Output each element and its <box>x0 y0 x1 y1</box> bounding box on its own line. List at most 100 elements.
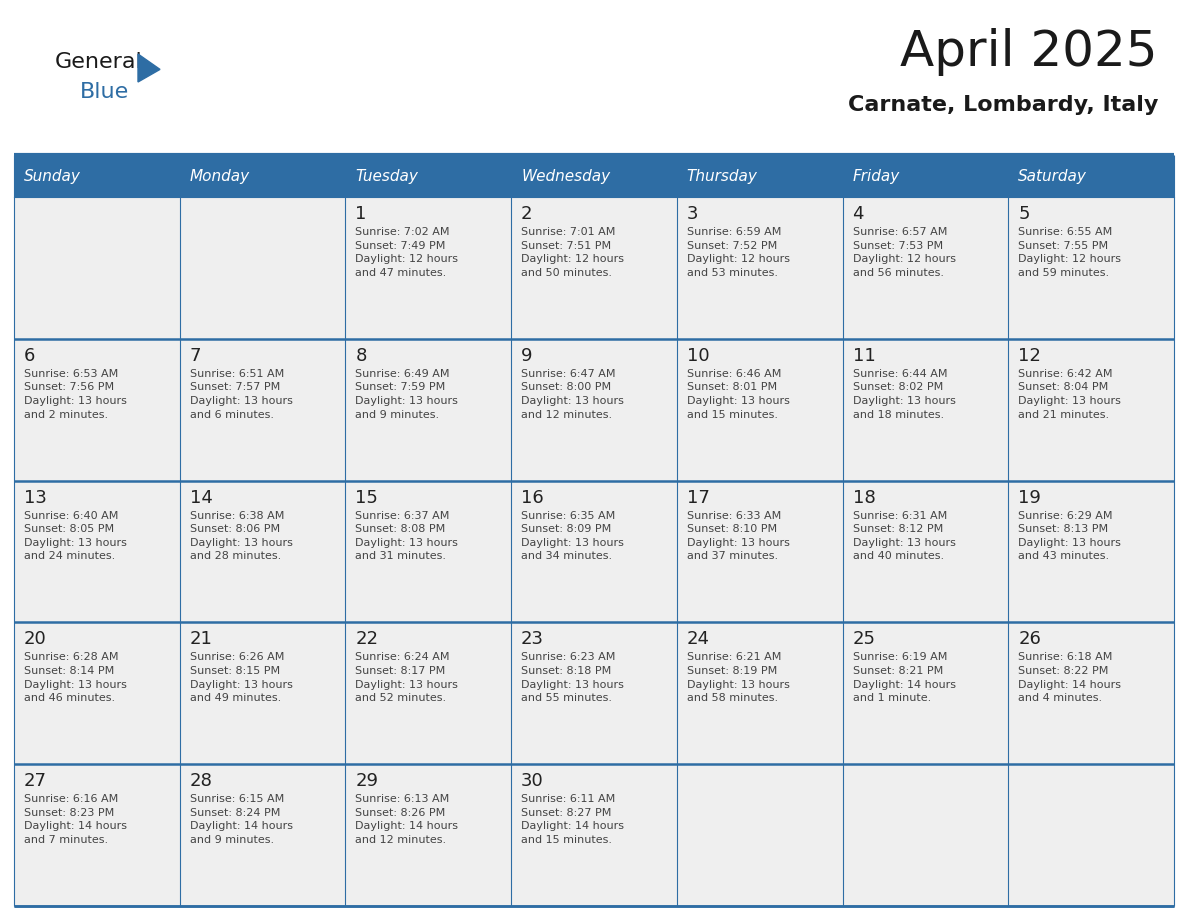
Bar <box>179 764 346 906</box>
Text: Sunrise: 6:57 AM
Sunset: 7:53 PM
Daylight: 12 hours
and 56 minutes.: Sunrise: 6:57 AM Sunset: 7:53 PM Dayligh… <box>853 227 955 278</box>
Text: Monday: Monday <box>190 169 249 184</box>
Text: 14: 14 <box>190 488 213 507</box>
Bar <box>1009 481 1174 622</box>
Text: 19: 19 <box>1018 488 1041 507</box>
Text: Sunrise: 6:11 AM
Sunset: 8:27 PM
Daylight: 14 hours
and 15 minutes.: Sunrise: 6:11 AM Sunset: 8:27 PM Dayligh… <box>522 794 624 845</box>
Text: Sunrise: 6:42 AM
Sunset: 8:04 PM
Daylight: 13 hours
and 21 minutes.: Sunrise: 6:42 AM Sunset: 8:04 PM Dayligh… <box>1018 369 1121 420</box>
Text: 30: 30 <box>522 772 544 790</box>
Bar <box>677 155 842 197</box>
Bar <box>346 155 511 197</box>
Bar <box>346 197 511 339</box>
Text: 7: 7 <box>190 347 201 364</box>
Bar <box>677 764 842 906</box>
Text: 23: 23 <box>522 631 544 648</box>
Bar <box>1009 339 1174 481</box>
Bar <box>179 481 346 622</box>
Text: Sunrise: 6:55 AM
Sunset: 7:55 PM
Daylight: 12 hours
and 59 minutes.: Sunrise: 6:55 AM Sunset: 7:55 PM Dayligh… <box>1018 227 1121 278</box>
Text: Sunrise: 6:33 AM
Sunset: 8:10 PM
Daylight: 13 hours
and 37 minutes.: Sunrise: 6:33 AM Sunset: 8:10 PM Dayligh… <box>687 510 790 562</box>
Text: Sunrise: 6:23 AM
Sunset: 8:18 PM
Daylight: 13 hours
and 55 minutes.: Sunrise: 6:23 AM Sunset: 8:18 PM Dayligh… <box>522 653 624 703</box>
Bar <box>842 481 1009 622</box>
Text: Blue: Blue <box>80 82 129 102</box>
Text: 13: 13 <box>24 488 46 507</box>
Bar <box>346 764 511 906</box>
Text: 22: 22 <box>355 631 378 648</box>
Bar <box>511 339 677 481</box>
Bar <box>511 764 677 906</box>
Bar <box>14 622 179 764</box>
Bar <box>14 764 179 906</box>
Bar <box>1009 764 1174 906</box>
Text: Sunrise: 6:46 AM
Sunset: 8:01 PM
Daylight: 13 hours
and 15 minutes.: Sunrise: 6:46 AM Sunset: 8:01 PM Dayligh… <box>687 369 790 420</box>
Text: 26: 26 <box>1018 631 1041 648</box>
Text: Friday: Friday <box>853 169 899 184</box>
Text: 25: 25 <box>853 631 876 648</box>
Bar <box>1009 622 1174 764</box>
Bar <box>511 622 677 764</box>
Text: Sunrise: 6:44 AM
Sunset: 8:02 PM
Daylight: 13 hours
and 18 minutes.: Sunrise: 6:44 AM Sunset: 8:02 PM Dayligh… <box>853 369 955 420</box>
Text: Sunrise: 6:49 AM
Sunset: 7:59 PM
Daylight: 13 hours
and 9 minutes.: Sunrise: 6:49 AM Sunset: 7:59 PM Dayligh… <box>355 369 459 420</box>
Text: Thursday: Thursday <box>687 169 758 184</box>
Text: 6: 6 <box>24 347 36 364</box>
Text: April 2025: April 2025 <box>901 28 1158 76</box>
Bar <box>14 481 179 622</box>
Bar <box>511 481 677 622</box>
Bar <box>511 155 677 197</box>
Text: Sunrise: 6:38 AM
Sunset: 8:06 PM
Daylight: 13 hours
and 28 minutes.: Sunrise: 6:38 AM Sunset: 8:06 PM Dayligh… <box>190 510 292 562</box>
Text: 21: 21 <box>190 631 213 648</box>
Bar <box>14 339 179 481</box>
Bar <box>677 622 842 764</box>
Bar <box>677 197 842 339</box>
Text: 10: 10 <box>687 347 709 364</box>
Text: Sunrise: 7:01 AM
Sunset: 7:51 PM
Daylight: 12 hours
and 50 minutes.: Sunrise: 7:01 AM Sunset: 7:51 PM Dayligh… <box>522 227 624 278</box>
Text: Sunrise: 6:21 AM
Sunset: 8:19 PM
Daylight: 13 hours
and 58 minutes.: Sunrise: 6:21 AM Sunset: 8:19 PM Dayligh… <box>687 653 790 703</box>
Bar <box>179 339 346 481</box>
Text: 17: 17 <box>687 488 709 507</box>
Text: Sunrise: 6:35 AM
Sunset: 8:09 PM
Daylight: 13 hours
and 34 minutes.: Sunrise: 6:35 AM Sunset: 8:09 PM Dayligh… <box>522 510 624 562</box>
Text: 3: 3 <box>687 205 699 223</box>
Bar <box>346 339 511 481</box>
Bar <box>677 339 842 481</box>
Bar <box>179 155 346 197</box>
Text: 16: 16 <box>522 488 544 507</box>
Text: 2: 2 <box>522 205 532 223</box>
Bar <box>842 155 1009 197</box>
Text: Sunrise: 7:02 AM
Sunset: 7:49 PM
Daylight: 12 hours
and 47 minutes.: Sunrise: 7:02 AM Sunset: 7:49 PM Dayligh… <box>355 227 459 278</box>
Text: 27: 27 <box>24 772 48 790</box>
Text: Sunrise: 6:28 AM
Sunset: 8:14 PM
Daylight: 13 hours
and 46 minutes.: Sunrise: 6:28 AM Sunset: 8:14 PM Dayligh… <box>24 653 127 703</box>
Text: Sunrise: 6:24 AM
Sunset: 8:17 PM
Daylight: 13 hours
and 52 minutes.: Sunrise: 6:24 AM Sunset: 8:17 PM Dayligh… <box>355 653 459 703</box>
Bar <box>1009 155 1174 197</box>
Bar <box>179 197 346 339</box>
Text: Sunrise: 6:40 AM
Sunset: 8:05 PM
Daylight: 13 hours
and 24 minutes.: Sunrise: 6:40 AM Sunset: 8:05 PM Dayligh… <box>24 510 127 562</box>
Text: Sunday: Sunday <box>24 169 81 184</box>
Polygon shape <box>138 54 160 82</box>
Text: Sunrise: 6:16 AM
Sunset: 8:23 PM
Daylight: 14 hours
and 7 minutes.: Sunrise: 6:16 AM Sunset: 8:23 PM Dayligh… <box>24 794 127 845</box>
Bar <box>842 197 1009 339</box>
Text: Sunrise: 6:53 AM
Sunset: 7:56 PM
Daylight: 13 hours
and 2 minutes.: Sunrise: 6:53 AM Sunset: 7:56 PM Dayligh… <box>24 369 127 420</box>
Bar <box>14 197 179 339</box>
Text: 20: 20 <box>24 631 46 648</box>
Text: Sunrise: 6:19 AM
Sunset: 8:21 PM
Daylight: 14 hours
and 1 minute.: Sunrise: 6:19 AM Sunset: 8:21 PM Dayligh… <box>853 653 955 703</box>
Text: 15: 15 <box>355 488 378 507</box>
Bar <box>842 622 1009 764</box>
Bar <box>842 764 1009 906</box>
Text: Carnate, Lombardy, Italy: Carnate, Lombardy, Italy <box>847 95 1158 115</box>
Text: 5: 5 <box>1018 205 1030 223</box>
Text: 8: 8 <box>355 347 367 364</box>
Text: General: General <box>55 52 143 72</box>
Text: 11: 11 <box>853 347 876 364</box>
Bar <box>842 339 1009 481</box>
Text: Sunrise: 6:37 AM
Sunset: 8:08 PM
Daylight: 13 hours
and 31 minutes.: Sunrise: 6:37 AM Sunset: 8:08 PM Dayligh… <box>355 510 459 562</box>
Text: 9: 9 <box>522 347 532 364</box>
Bar <box>511 197 677 339</box>
Text: 29: 29 <box>355 772 378 790</box>
Text: Tuesday: Tuesday <box>355 169 418 184</box>
Text: Sunrise: 6:15 AM
Sunset: 8:24 PM
Daylight: 14 hours
and 9 minutes.: Sunrise: 6:15 AM Sunset: 8:24 PM Dayligh… <box>190 794 292 845</box>
Bar <box>1009 197 1174 339</box>
Text: Saturday: Saturday <box>1018 169 1087 184</box>
Text: 4: 4 <box>853 205 864 223</box>
Text: Sunrise: 6:29 AM
Sunset: 8:13 PM
Daylight: 13 hours
and 43 minutes.: Sunrise: 6:29 AM Sunset: 8:13 PM Dayligh… <box>1018 510 1121 562</box>
Text: Sunrise: 6:51 AM
Sunset: 7:57 PM
Daylight: 13 hours
and 6 minutes.: Sunrise: 6:51 AM Sunset: 7:57 PM Dayligh… <box>190 369 292 420</box>
Bar <box>14 155 179 197</box>
Text: 1: 1 <box>355 205 367 223</box>
Text: Sunrise: 6:26 AM
Sunset: 8:15 PM
Daylight: 13 hours
and 49 minutes.: Sunrise: 6:26 AM Sunset: 8:15 PM Dayligh… <box>190 653 292 703</box>
